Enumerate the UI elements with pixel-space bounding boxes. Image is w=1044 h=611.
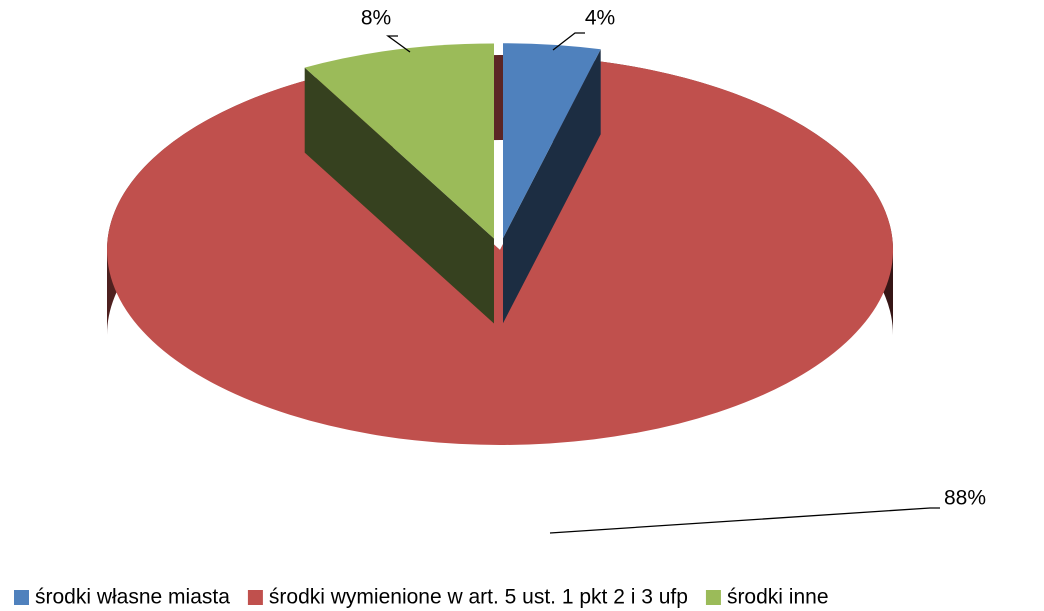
legend-swatch xyxy=(14,590,29,605)
leader-line xyxy=(386,35,411,53)
leader-line xyxy=(549,507,940,534)
pie-slice xyxy=(503,43,601,239)
legend-swatch xyxy=(247,590,263,605)
data-label: 4% xyxy=(585,7,615,30)
data-label: 8% xyxy=(361,7,391,30)
legend-label: środki własne miasta xyxy=(35,586,230,609)
legend-swatch xyxy=(705,590,721,605)
data-label: 88% xyxy=(944,487,986,510)
legend-label: środki wymienione w art. 5 ust. 1 pkt 2 … xyxy=(269,586,688,609)
pie-slice xyxy=(107,61,894,445)
slice-wall xyxy=(503,49,601,324)
leader-line xyxy=(552,32,585,51)
pie-slice xyxy=(304,43,494,239)
legend-label: środki inne xyxy=(727,586,829,609)
slice-wall xyxy=(304,67,494,324)
